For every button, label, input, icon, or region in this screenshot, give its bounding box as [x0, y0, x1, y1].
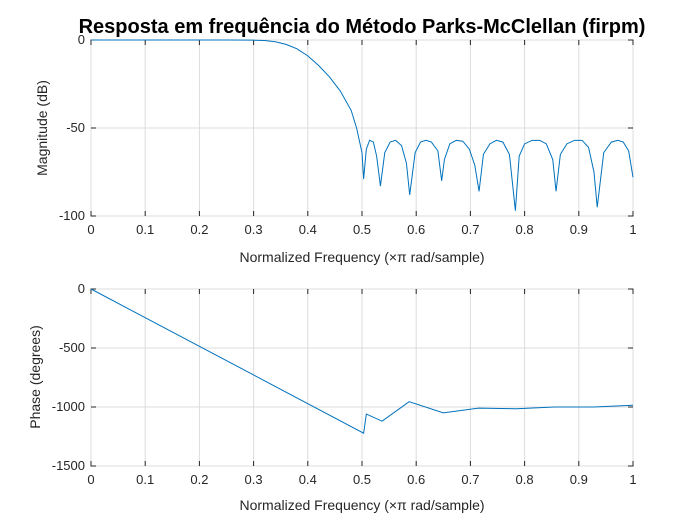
phase-ylabel: Phase (degrees)	[27, 325, 43, 429]
phase-xtick-label: 0.6	[407, 472, 425, 487]
magnitude-xlabel: Normalized Frequency (×π rad/sample)	[239, 249, 484, 265]
magnitude-ticks: 0 0.1 0.2 0.3 0.4 0.5 0.6 0.7 0.8 0.9 1 -100 -50 0	[59, 32, 637, 237]
magnitude-xtick-label: 0.7	[461, 222, 479, 237]
magnitude-xtick-label: 0.8	[516, 222, 534, 237]
magnitude-xtick-label: 0.3	[245, 222, 263, 237]
phase-xtick-label: 1	[629, 472, 636, 487]
phase-xtick-label: 0.4	[299, 472, 317, 487]
phase-xtick-label: 0.8	[516, 472, 534, 487]
phase-xtick-label: 0.7	[461, 472, 479, 487]
magnitude-xtick-label: 0.5	[353, 222, 371, 237]
magnitude-xtick-label: 0.9	[570, 222, 588, 237]
magnitude-ytick-label: 0	[78, 32, 85, 47]
magnitude-ytick-label: -100	[59, 208, 85, 223]
phase-ytick-label: -1500	[52, 458, 85, 473]
magnitude-xtick-label: 0.4	[299, 222, 317, 237]
phase-ytick-label: -500	[59, 340, 85, 355]
magnitude-xtick-label: 0.2	[190, 222, 208, 237]
phase-xlabel: Normalized Frequency (×π rad/sample)	[239, 497, 484, 513]
phase-xtick-label: 0.5	[353, 472, 371, 487]
phase-xtick-label: 0.3	[245, 472, 263, 487]
magnitude-plot: 0 0.1 0.2 0.3 0.4 0.5 0.6 0.7 0.8 0.9 1 -100 -50 0 No…	[34, 32, 637, 265]
phase-xtick-label: 0	[87, 472, 94, 487]
magnitude-xtick-label: 0.1	[136, 222, 154, 237]
magnitude-xtick-label: 1	[629, 222, 636, 237]
figure-title: Resposta em frequência do Método Parks-M…	[79, 16, 646, 38]
phase-xtick-label: 0.1	[136, 472, 154, 487]
phase-ytick-label: -1000	[52, 399, 85, 414]
magnitude-line	[91, 39, 634, 211]
magnitude-xtick-label: 0.6	[407, 222, 425, 237]
magnitude-xtick-label: 0	[87, 222, 94, 237]
phase-grid	[90, 288, 634, 467]
magnitude-ylabel: Magnitude (dB)	[34, 80, 50, 176]
phase-plot: 0 0.1 0.2 0.3 0.4 0.5 0.6 0.7 0.8 0.9 1 -1500 -1000 -…	[27, 281, 637, 513]
phase-line	[90, 288, 634, 434]
phase-xtick-label: 0.9	[570, 472, 588, 487]
phase-xtick-label: 0.2	[190, 472, 208, 487]
phase-ytick-label: 0	[78, 281, 85, 296]
phase-ticks: 0 0.1 0.2 0.3 0.4 0.5 0.6 0.7 0.8 0.9 1 -1500 -1000 -…	[52, 281, 637, 487]
magnitude-ytick-label: -50	[66, 120, 85, 135]
